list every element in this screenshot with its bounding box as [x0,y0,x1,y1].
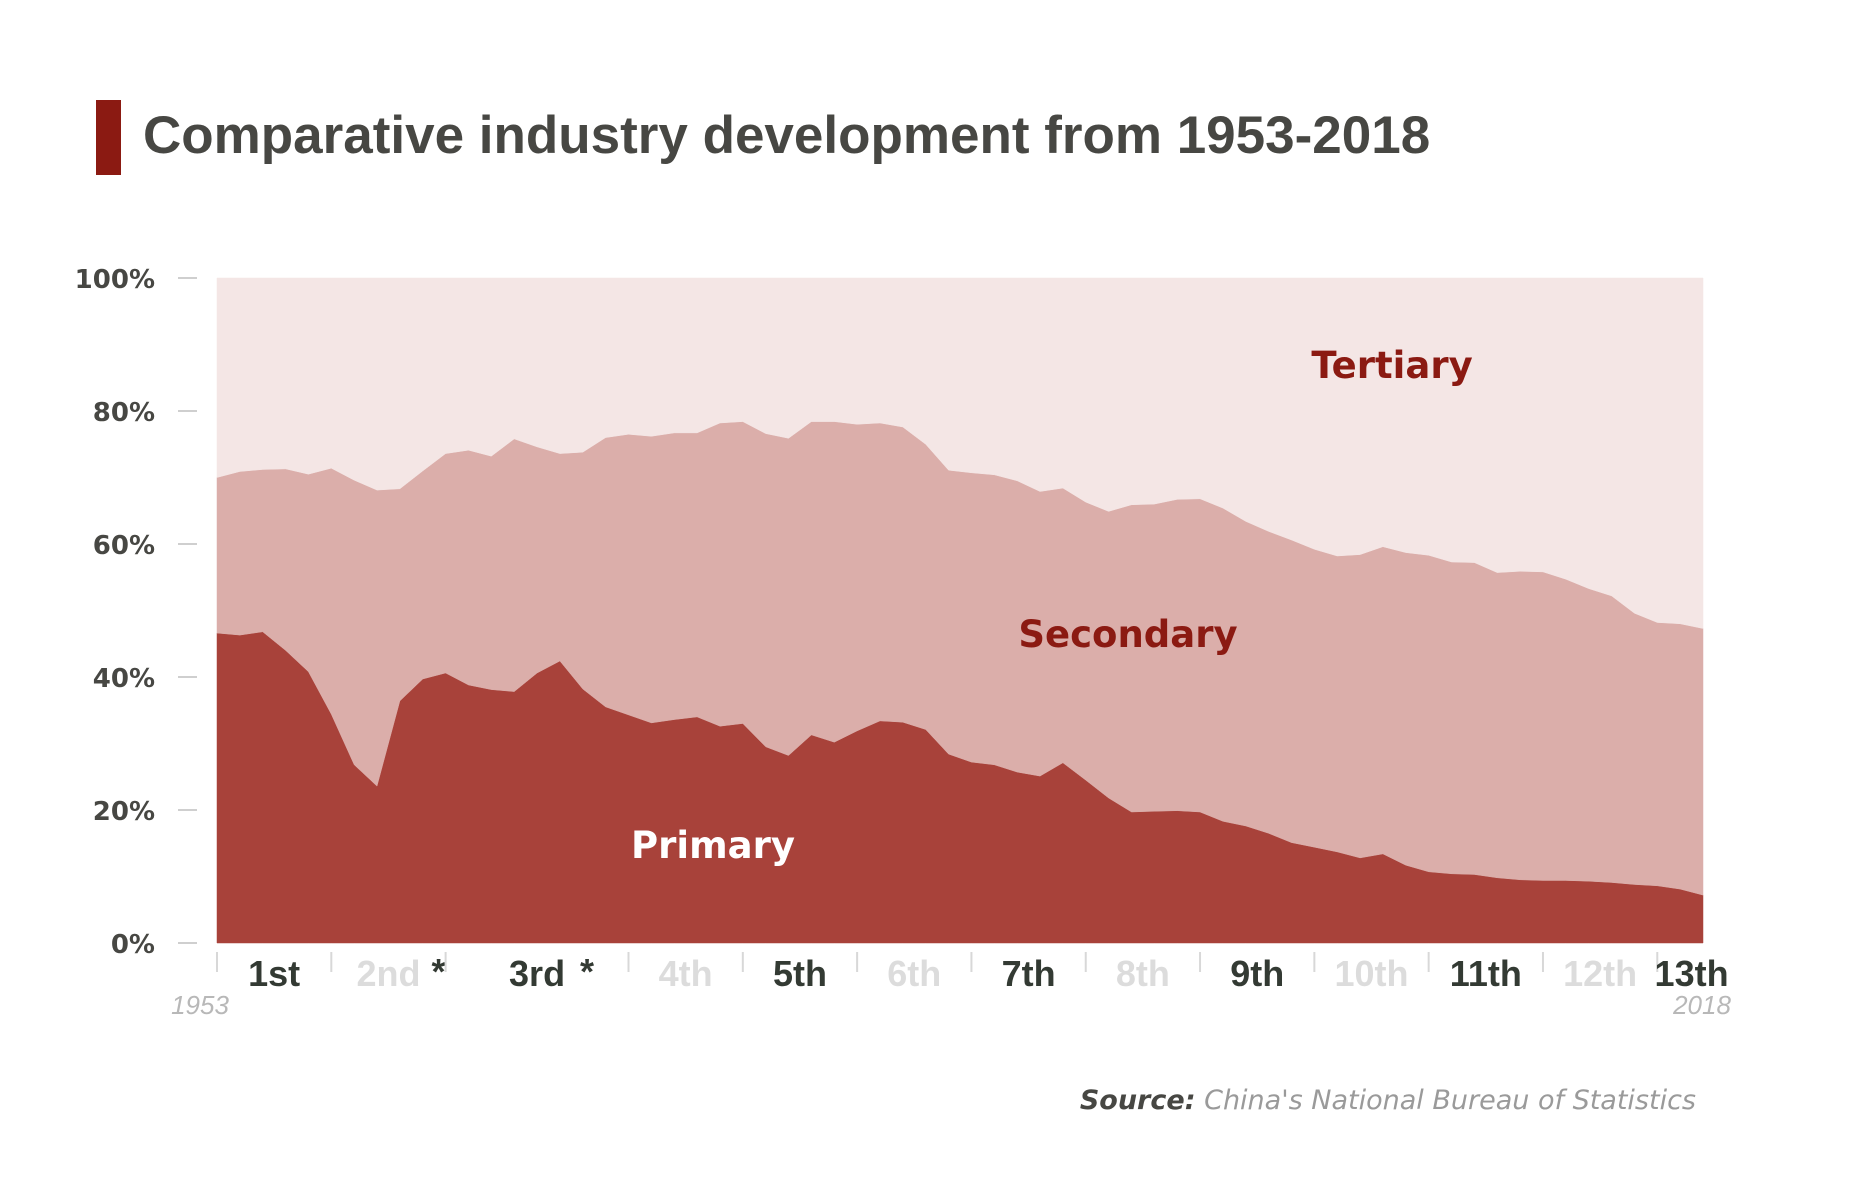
plan-asterisk: * [431,951,445,992]
y-tick-label: 60% [93,531,155,561]
y-tick-label: 100% [75,265,155,295]
series-label-tertiary: Tertiary [1311,344,1472,387]
source-text: China's National Bureau of Statistics [1204,1085,1696,1116]
plan-label-9th: 9th [1230,953,1284,994]
y-tick-label: 0% [111,930,155,960]
plan-label-8th: 8th [1116,953,1170,994]
source-label: Source: [1079,1085,1196,1116]
plan-label-2nd: 2nd [356,953,420,994]
chart-title: Comparative industry development from 19… [143,106,1431,165]
plan-label-10th: 10th [1334,953,1408,994]
x-end-year: 2018 [1672,990,1731,1020]
series-labels: Tertiary Secondary Primary [631,344,1473,867]
x-start-year: 1953 [171,990,229,1020]
plan-label-4th: 4th [659,953,713,994]
plan-label-11th: 11th [1450,953,1522,994]
y-tick-label: 80% [93,398,155,428]
plan-label-7th: 7th [1002,953,1056,994]
plan-label-5th: 5th [773,953,827,994]
plan-label-3rd: 3rd [509,953,565,994]
source-note: Source: China's National Bureau of Stati… [1080,1085,1696,1116]
y-tick-label: 20% [93,797,155,827]
y-tick-label: 40% [93,664,155,694]
x-axis: 1st 2nd * 3rd * 4th 5th 6th 7th 8th 9th 10th 11th 12t… [171,951,1731,1020]
plan-label-12th: 12th [1563,953,1637,994]
plan-label-1st: 1st [248,953,300,994]
series-label-secondary: Secondary [1018,613,1237,656]
y-axis: 0% 20% 40% 60% 80% 100% [75,265,197,960]
plan-label-6th: 6th [887,953,941,994]
area-tertiary [216,277,1704,629]
plan-asterisk: * [580,951,594,992]
series-label-primary: Primary [631,824,795,867]
plan-label-13th: 13th [1655,953,1729,994]
area-layer [216,277,1704,944]
title-accent-bar [96,100,121,175]
